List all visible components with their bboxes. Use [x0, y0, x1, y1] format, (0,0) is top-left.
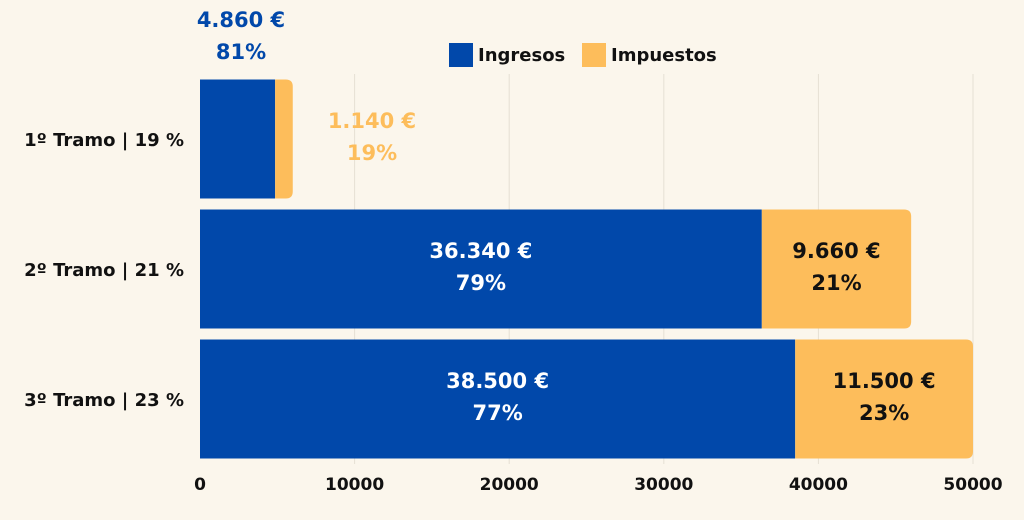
legend-swatch-ingresos: [449, 43, 473, 67]
legend-label-impuestos: Impuestos: [611, 45, 717, 66]
data-label-impuestos: 21%: [811, 271, 861, 295]
data-label-ingresos: 77%: [472, 401, 522, 425]
x-tick-label: 30000: [634, 475, 693, 495]
data-label-impuestos: 11.500 €: [833, 369, 936, 393]
bar-ingresos: [200, 79, 276, 199]
bar-impuestos: [275, 79, 293, 199]
data-label-impuestos: 1.140 €: [328, 109, 416, 133]
bar-labels: 4.860 € 81% 1.140 € 19% 36.340 € 79% 9.660 € 21…: [197, 8, 936, 425]
x-tick-label: 10000: [325, 475, 384, 495]
data-label-ingresos: 36.340 €: [429, 239, 532, 263]
category-labels: 1º Tramo | 19 % 2º Tramo | 21 % 3º Tramo |…: [24, 130, 184, 411]
data-label-ingresos: 81%: [216, 40, 266, 64]
x-axis-ticks: 0 10000 20000 30000 40000 50000: [194, 475, 1003, 495]
data-label-impuestos: 23%: [859, 401, 909, 425]
legend-label-ingresos: Ingresos: [478, 45, 565, 66]
legend: Ingresos Impuestos: [449, 43, 717, 67]
bar-ingresos: [200, 339, 796, 459]
data-label-impuestos: 9.660 €: [792, 239, 880, 263]
data-label-ingresos: 79%: [456, 271, 506, 295]
bar-ingresos: [200, 209, 762, 329]
bar-impuestos: [761, 209, 912, 329]
x-tick-label: 50000: [943, 475, 1002, 495]
data-label-impuestos: 19%: [347, 141, 397, 165]
legend-swatch-impuestos: [582, 43, 606, 67]
x-tick-label: 0: [194, 475, 206, 495]
category-label: 2º Tramo | 21 %: [24, 260, 184, 281]
x-tick-label: 40000: [789, 475, 848, 495]
x-tick-label: 20000: [480, 475, 539, 495]
category-label: 3º Tramo | 23 %: [24, 390, 184, 411]
category-label: 1º Tramo | 19 %: [24, 130, 184, 151]
data-label-ingresos: 4.860 €: [197, 8, 285, 32]
bar-impuestos: [795, 339, 973, 459]
bars: [200, 79, 973, 459]
data-label-ingresos: 38.500 €: [446, 369, 549, 393]
